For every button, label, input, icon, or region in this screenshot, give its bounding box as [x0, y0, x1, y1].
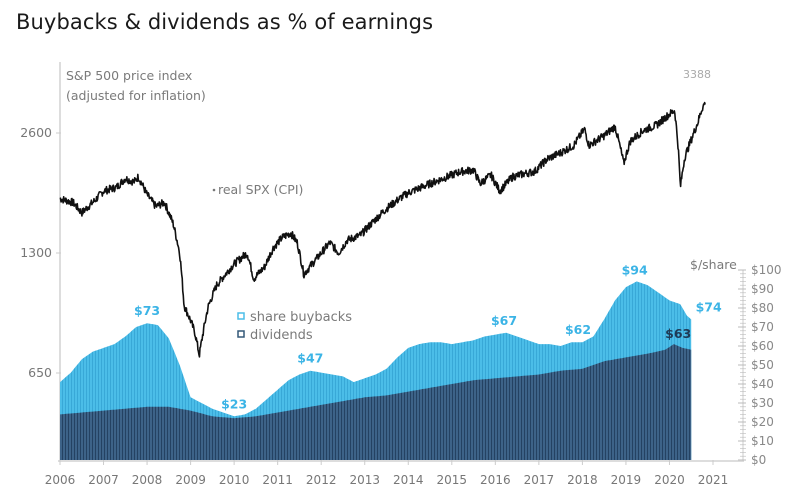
- price-series-label: real SPX (CPI): [218, 182, 303, 197]
- x-tick-label: 2017: [524, 473, 555, 487]
- legend-label-dividends: dividends: [250, 328, 313, 343]
- right-axis-ticks: $0 $10 $20 $30 $40 $50 $60 $70 $80 $90 $100: [738, 263, 782, 467]
- chart-title: Buybacks & dividends as % of earnings: [16, 10, 434, 34]
- x-tick-label: 2015: [437, 473, 468, 487]
- dividends-value-label: $63: [665, 326, 691, 341]
- dividends-area: [60, 344, 692, 460]
- x-tick-label: 2011: [262, 473, 293, 487]
- x-tick-label: 2016: [480, 473, 511, 487]
- legend: share buybacks dividends: [237, 310, 352, 343]
- value-labels: $73 $23 $47 $67 $62 $94 $74 $63: [134, 263, 722, 412]
- right-tick-label: $20: [751, 415, 774, 429]
- right-tick-label: $100: [751, 263, 782, 277]
- right-tick-label: $60: [751, 339, 774, 353]
- legend-swatch-dividends: [237, 330, 245, 338]
- left-tick-label: 1300: [20, 245, 52, 260]
- left-tick-label: 2600: [20, 125, 52, 140]
- x-tick-label: 2013: [349, 473, 380, 487]
- buybacks-value-label: $67: [491, 313, 517, 328]
- x-tick-label: 2018: [567, 473, 598, 487]
- x-tick-label: 2020: [654, 473, 685, 487]
- right-tick-label: $90: [751, 282, 774, 296]
- right-axis-label: $/share: [690, 257, 737, 272]
- buybacks-value-label: $62: [565, 322, 591, 337]
- right-tick-label: $40: [751, 377, 774, 391]
- x-tick-label: 2012: [306, 473, 337, 487]
- right-tick-label: $50: [751, 358, 774, 372]
- right-tick-label: $10: [751, 434, 774, 448]
- x-tick-label: 2009: [175, 473, 206, 487]
- buybacks-value-label: $23: [221, 396, 247, 411]
- left-axis-label-line1: S&P 500 price index: [66, 68, 192, 83]
- x-tick-label: 2019: [611, 473, 642, 487]
- x-tick-label: 2008: [132, 473, 163, 487]
- left-tick-label: 650: [28, 365, 52, 380]
- legend-label-buybacks: share buybacks: [250, 310, 352, 325]
- x-tick-label: 2006: [45, 473, 76, 487]
- right-tick-label: $0: [751, 453, 766, 467]
- x-tick-label: 2010: [219, 473, 250, 487]
- buybacks-value-label: $47: [297, 351, 323, 366]
- buybacks-value-label: $74: [696, 299, 722, 314]
- price-line-group: [59, 101, 706, 358]
- left-axis-label-line2: (adjusted for inflation): [66, 88, 206, 103]
- buybacks-value-label: $73: [134, 303, 160, 318]
- x-tick-label: 2014: [393, 473, 424, 487]
- price-series-marker: [212, 188, 216, 192]
- buybacks-value-label: $94: [622, 263, 648, 278]
- x-tick-label: 2021: [698, 473, 729, 487]
- x-tick-label: 2007: [88, 473, 119, 487]
- left-axis-ticks: 2600 1300 650: [20, 125, 61, 380]
- right-tick-label: $70: [751, 320, 774, 334]
- price-line: [59, 101, 706, 358]
- price-end-label: 3388: [683, 68, 711, 81]
- legend-swatch-buybacks: [237, 312, 245, 320]
- stacked-areas: [60, 281, 692, 460]
- right-tick-label: $30: [751, 396, 774, 410]
- x-axis-ticks: 2006 2007 2008 2009 2010 2011 2012 2013 2014 2015…: [45, 460, 729, 487]
- right-tick-label: $80: [751, 301, 774, 315]
